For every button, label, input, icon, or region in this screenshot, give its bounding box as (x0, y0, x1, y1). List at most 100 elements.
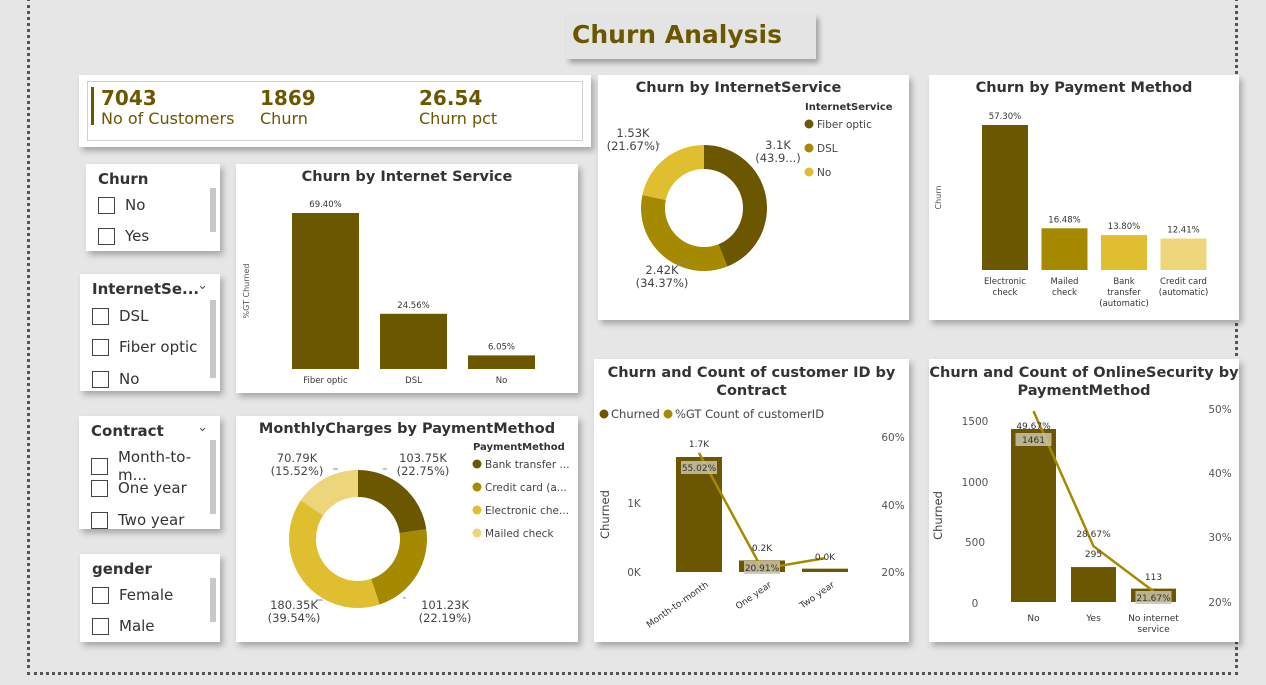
data-label: 16.48% (1048, 215, 1080, 225)
checkbox[interactable] (92, 617, 109, 635)
kpi-value: 7043 (101, 86, 157, 110)
slicer-option-no[interactable]: No (98, 196, 145, 214)
category-label: transfer (1107, 288, 1141, 298)
slicer-option-month[interactable]: Month-to-m... (91, 448, 220, 484)
chart-title-line: Churn and Count of OnlineSecurity by (929, 365, 1239, 381)
checkbox[interactable] (92, 307, 109, 325)
label-background (681, 461, 717, 474)
internet-donut-card[interactable]: Churn by InternetService 3.1K (43.9...) 2.… (598, 75, 909, 320)
option-label: Male (119, 617, 155, 635)
checkbox[interactable] (92, 338, 109, 356)
data-label: 24.56% (397, 301, 429, 311)
slicer-option-female[interactable]: Female (92, 586, 173, 604)
option-label: Two year (118, 511, 185, 529)
line-value-label: 21.67% (1136, 594, 1171, 604)
gender-slicer[interactable]: gender Female Male (80, 554, 220, 642)
security-combo-card[interactable]: Churn and Count of OnlineSecurity by Pay… (929, 359, 1239, 642)
donut-slice (371, 529, 427, 605)
legend-marker (804, 119, 814, 129)
kpi-label: Churn pct (419, 109, 498, 128)
slice-label: 2.42K (645, 263, 679, 277)
slicer-option-two-year[interactable]: Two year (91, 511, 184, 529)
chevron-down-icon[interactable]: ⌄ (197, 278, 208, 293)
internet-bar-card[interactable]: Churn by Internet Service %GT Churned 69.… (236, 164, 578, 393)
category-label: Mailed (1051, 277, 1079, 287)
monthly-donut-chart: 103.75K(22.75%) 101.23K(22.19%) 180.35K(39… (268, 442, 570, 625)
left-tick: 500 (965, 537, 985, 549)
checkbox[interactable] (92, 370, 109, 388)
donut-slice (642, 145, 704, 200)
category-label: Yes (1085, 614, 1101, 624)
option-label: One year (118, 479, 187, 497)
y-axis-label: Churn (934, 186, 943, 210)
checkbox[interactable] (98, 196, 115, 214)
bar (1160, 238, 1207, 270)
chevron-down-icon[interactable]: ⌄ (197, 420, 208, 435)
churn-slicer[interactable]: Churn No Yes (86, 164, 220, 251)
category-label: check (1052, 288, 1077, 298)
bar (1101, 235, 1147, 270)
slicer-option-none[interactable]: No (92, 370, 139, 388)
checkbox[interactable] (92, 586, 109, 604)
left-tick: 1000 (962, 477, 989, 489)
slice-label: (21.67%) (607, 139, 660, 153)
y-axis-label: Churned (931, 491, 945, 540)
category-label: No internet (1128, 614, 1179, 624)
legend-entry: No (817, 167, 831, 179)
slicer-option-yes[interactable]: Yes (98, 227, 149, 245)
bar (982, 125, 1028, 270)
bar (1071, 567, 1116, 602)
contract-slicer[interactable]: Contract ⌄ Month-to-m... One year Two ye… (79, 416, 220, 529)
checkbox[interactable] (91, 511, 108, 529)
legend-marker (663, 409, 673, 419)
right-tick: 20% (1208, 597, 1231, 609)
chart-title-line: Churn and Count of customer ID by (607, 365, 896, 381)
kpi-churn: 1869 Churn (260, 87, 316, 129)
contract-combo-chart: Churned %GT Count of customerID Churned 0K 1… (598, 407, 905, 630)
legend-entry: %GT Count of customerID (675, 407, 824, 421)
monthly-donut-card[interactable]: MonthlyCharges by PaymentMethod 103.75K(… (236, 416, 578, 642)
bar (802, 568, 848, 572)
payment-bar-card[interactable]: Churn by Payment Method Churn 57.30% Elect… (929, 75, 1239, 320)
page-title-box: Churn Analysis (566, 14, 816, 59)
left-tick: 1500 (962, 416, 989, 428)
contract-combo-card[interactable]: Churn and Count of customer ID by Contra… (594, 359, 909, 642)
checkbox[interactable] (91, 479, 108, 497)
kpi-label: Churn (260, 109, 308, 128)
donut-slice (641, 195, 728, 271)
bar-value-label: 0.2K (752, 544, 773, 554)
label-background (1135, 591, 1172, 604)
slicer-option-male[interactable]: Male (92, 617, 155, 635)
category-label: Month-to-month (645, 580, 711, 630)
chart-title: Churn by InternetService (635, 80, 842, 96)
chart-title-line: Contract (716, 383, 787, 399)
bar (1041, 228, 1088, 270)
category-label: Two year (798, 580, 837, 612)
slicer-scrollbar[interactable] (210, 300, 216, 378)
category-label: DSL (405, 376, 422, 386)
legend-title: InternetService (805, 102, 893, 113)
checkbox[interactable] (91, 457, 108, 475)
slicer-option-dsl[interactable]: DSL (92, 307, 148, 325)
right-tick: 60% (881, 432, 904, 444)
slicer-scrollbar[interactable] (210, 440, 216, 514)
slicer-option-one-year[interactable]: One year (91, 479, 187, 497)
option-label: No (119, 370, 140, 388)
slice-label: (39.54%) (268, 611, 321, 625)
kpi-accent-bar (91, 87, 94, 125)
line-value-label: 55.02% (682, 464, 717, 474)
label-background (744, 561, 780, 574)
data-label: 12.41% (1167, 226, 1199, 236)
left-tick: 0K (627, 567, 642, 579)
dashboard-frame (27, 0, 1238, 675)
legend-marker (599, 409, 609, 419)
slice-label: 101.23K (421, 598, 469, 612)
internet-slicer[interactable]: InternetSe... ⌄ DSL Fiber optic No (80, 274, 220, 391)
slicer-option-fiber[interactable]: Fiber optic (92, 338, 197, 356)
slicer-scrollbar[interactable] (210, 578, 216, 622)
checkbox[interactable] (98, 227, 115, 245)
slicer-scrollbar[interactable] (210, 188, 216, 232)
category-label: Electronic (984, 277, 1026, 287)
kpi-card[interactable]: 7043 No of Customers 1869 Churn 26.54 Ch… (79, 75, 591, 147)
slice-label: (15.52%) (271, 464, 324, 478)
